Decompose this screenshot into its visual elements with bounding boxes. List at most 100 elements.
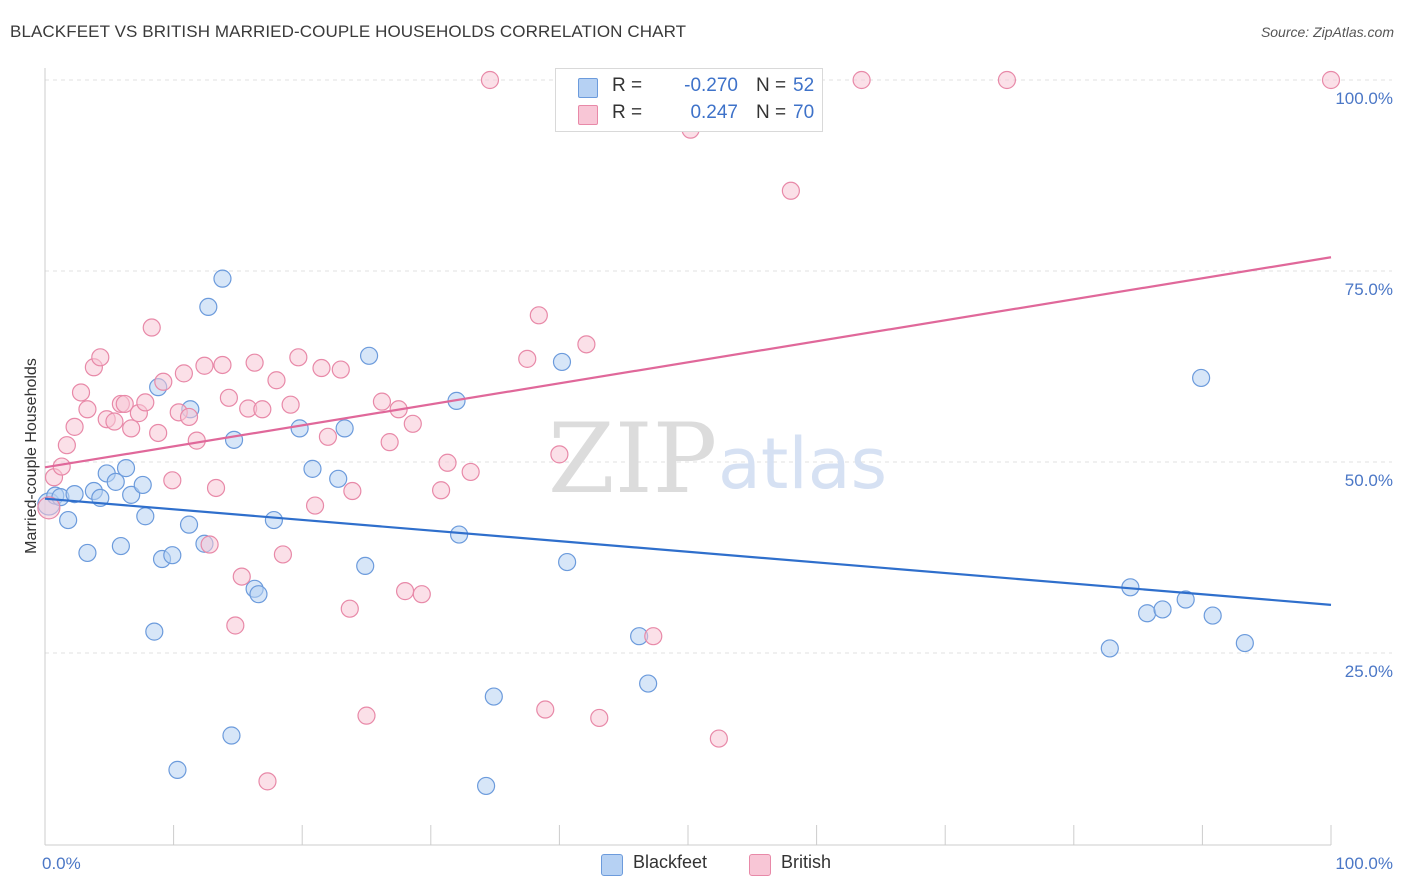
point-british — [318, 427, 338, 446]
point-british — [195, 356, 214, 375]
point-british — [57, 436, 76, 455]
point-blackfeet — [224, 430, 244, 449]
point-blackfeet — [59, 510, 78, 530]
point-blackfeet — [179, 515, 199, 534]
point-british — [142, 318, 161, 337]
y-tick-labels: 25.0% 50.0% 75.0% 100.0% — [1335, 89, 1393, 681]
y-tick-label-75: 75.0% — [1345, 280, 1393, 299]
point-british — [357, 706, 376, 725]
legend-swatch-blackfeet — [578, 78, 598, 98]
point-british — [403, 414, 422, 433]
x-tick-label-max: 100.0% — [1335, 854, 1393, 873]
bottom-legend-label-blackfeet: Blackfeet — [633, 852, 708, 872]
point-blackfeet — [122, 485, 141, 504]
legend-r-label: R = — [612, 75, 643, 96]
point-british — [71, 383, 91, 402]
point-british — [461, 462, 480, 482]
point-blackfeet — [145, 622, 164, 641]
point-british — [267, 371, 286, 390]
point-british — [331, 360, 350, 379]
point-blackfeet — [558, 552, 577, 572]
point-british — [281, 395, 300, 414]
trend-line-british — [44, 256, 1332, 469]
point-british — [37, 496, 61, 520]
point-blackfeet — [335, 419, 354, 438]
point-british — [122, 419, 141, 438]
point-blackfeet — [222, 726, 241, 745]
point-british — [395, 582, 415, 601]
point-british — [289, 348, 308, 367]
point-british — [340, 599, 359, 618]
point-blackfeet — [136, 507, 155, 526]
trend-line-blackfeet — [44, 497, 1332, 606]
y-axis-label: Married-couple Households — [23, 358, 40, 554]
x-tick-label-min: 0.0% — [42, 854, 81, 873]
point-british — [149, 423, 168, 443]
point-blackfeet — [484, 687, 503, 706]
point-blackfeet — [78, 543, 97, 563]
trend-lines — [44, 256, 1332, 606]
x-axis-ticks — [44, 825, 1332, 845]
point-blackfeet — [359, 346, 379, 365]
point-british — [1321, 70, 1341, 90]
point-british — [136, 393, 155, 412]
point-british — [91, 348, 110, 367]
bottom-legend-label-british: British — [781, 852, 832, 872]
chart-title: BLACKFEET VS BRITISH MARRIED-COUPLE HOUS… — [10, 22, 687, 41]
point-blackfeet — [168, 760, 187, 779]
point-british — [206, 478, 226, 498]
point-british — [115, 394, 134, 414]
point-british — [78, 400, 97, 419]
point-blackfeet — [449, 525, 469, 544]
bottom-legend-swatch-blackfeet — [601, 854, 623, 876]
point-british — [200, 535, 219, 554]
point-blackfeet — [163, 546, 182, 565]
point-blackfeet — [249, 585, 268, 604]
point-blackfeet — [65, 484, 84, 504]
point-blackfeet — [199, 297, 218, 317]
point-british — [219, 388, 238, 407]
point-british — [65, 417, 84, 436]
point-british — [852, 70, 871, 90]
point-british — [226, 616, 245, 635]
legend-r-value: 0.247 — [690, 102, 738, 123]
point-british — [781, 181, 800, 200]
point-blackfeet — [356, 556, 375, 576]
point-british — [550, 445, 569, 464]
point-british — [179, 407, 199, 427]
point-blackfeet — [329, 469, 348, 488]
legend-swatch-british — [578, 105, 598, 125]
point-british — [431, 481, 451, 500]
point-blackfeet — [1235, 633, 1254, 653]
point-blackfeet — [213, 269, 232, 288]
point-british — [253, 400, 272, 419]
point-british — [372, 392, 392, 411]
legend-n-label: N = — [756, 102, 787, 123]
point-british — [245, 353, 264, 372]
point-blackfeet — [552, 352, 572, 372]
point-british — [529, 306, 548, 325]
point-british — [644, 627, 663, 646]
point-british — [273, 545, 293, 564]
point-blackfeet — [290, 419, 309, 438]
point-british — [997, 70, 1017, 90]
point-british — [536, 700, 555, 719]
watermark-atlas: atlas — [718, 423, 887, 505]
point-blackfeet — [639, 674, 658, 693]
point-blackfeet — [1138, 604, 1157, 623]
point-british — [480, 70, 500, 90]
point-blackfeet — [303, 459, 322, 478]
point-british — [232, 567, 251, 586]
point-blackfeet — [106, 472, 125, 491]
point-blackfeet — [1176, 590, 1195, 609]
point-blackfeet — [111, 536, 130, 556]
legend-n-value: 70 — [793, 102, 815, 123]
point-british — [105, 412, 124, 431]
point-british — [343, 481, 362, 501]
point-british — [305, 496, 325, 515]
point-british — [518, 349, 537, 368]
point-british — [577, 335, 596, 354]
point-british — [412, 585, 431, 604]
point-blackfeet — [116, 459, 136, 478]
